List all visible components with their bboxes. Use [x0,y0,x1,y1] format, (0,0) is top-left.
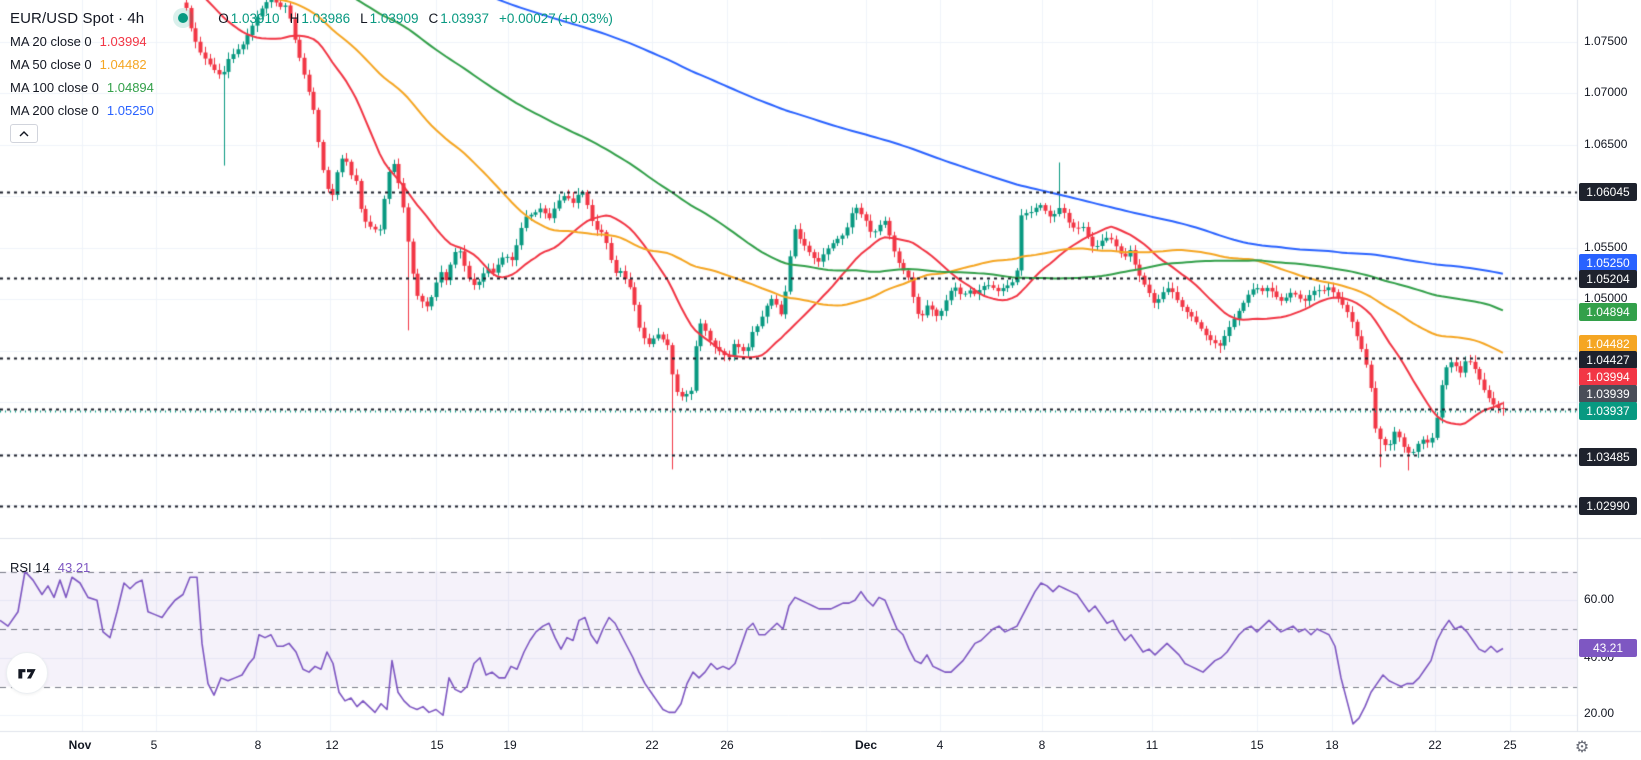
price-level-badge: 1.03994 [1579,368,1637,386]
high-value: 1.03986 [301,10,351,26]
ma20-value: 1.03994 [99,34,147,49]
rsi-label: RSI 14 [10,560,50,575]
date-label: 22 [645,738,659,752]
ma200-legend-row[interactable]: MA 200 close 0 1.05250 [10,99,613,122]
rsi-value: 43.21 [57,560,91,575]
change-percent: (+0.03%) [557,10,613,26]
date-label: 15 [430,738,444,752]
date-label: Dec [854,738,877,752]
tradingview-logo-icon [18,669,36,679]
price-level-badge: 1.03939 [1579,385,1637,403]
price-level-badge: 1.03937 [1579,402,1637,420]
ma200-value: 1.05250 [106,103,154,118]
price-level-badge: 1.02990 [1579,497,1637,515]
date-label: 8 [254,738,262,752]
ohlc-row: O 1.03910 H 1.03986 L 1.03909 C 1.03937 +0.0… [208,11,613,26]
ma20-legend-row[interactable]: MA 20 close 0 1.03994 [10,30,613,53]
date-label: 18 [1325,738,1339,752]
price-level-badge: 1.04482 [1579,335,1637,353]
date-label: 11 [1145,738,1159,752]
close-label: C [428,10,439,26]
price-level-badge: 1.03485 [1579,448,1637,466]
low-value: 1.03909 [369,10,419,26]
price-tick-label: 1.06500 [1584,137,1628,151]
ma50-value: 1.04482 [99,57,147,72]
price-level-badge: 1.04894 [1579,303,1637,321]
chart-legend: EUR/USD Spot · 4h O 1.03910 H 1.03986 L 1.0… [10,6,613,122]
price-tick-label: 1.05000 [1584,291,1628,305]
ma200-label: MA 200 close 0 [10,103,99,118]
high-label: H [289,10,300,26]
price-tick-label: 1.05500 [1584,240,1628,254]
market-status-dot [178,13,189,23]
price-level-badge: 1.04427 [1579,351,1637,369]
ma100-value: 1.04894 [106,80,154,95]
date-label: 26 [720,738,734,752]
settings-gear-icon[interactable]: ⚙ [1574,737,1590,756]
date-label: 5 [150,738,158,752]
date-label: 4 [936,738,944,752]
date-label: 15 [1250,738,1264,752]
price-level-badge: 1.06045 [1579,183,1637,201]
price-level-badge: 1.05204 [1579,270,1637,288]
date-label: 8 [1038,738,1046,752]
price-tick-label: 1.07500 [1584,34,1628,48]
date-label: 22 [1428,738,1442,752]
open-label: O [218,10,229,26]
ma100-label: MA 100 close 0 [10,80,99,95]
change-value: +0.00027 [499,10,556,26]
date-label: 19 [503,738,517,752]
open-value: 1.03910 [230,10,280,26]
ma50-legend-row[interactable]: MA 50 close 0 1.04482 [10,53,613,76]
date-label: 25 [1503,738,1517,752]
symbol-title[interactable]: EUR/USD Spot · 4h [10,9,145,27]
ma20-label: MA 20 close 0 [10,34,92,49]
price-tick-label: 1.07000 [1584,85,1628,99]
price-tick-label: 20.00 [1584,706,1615,720]
price-level-badge: 1.05250 [1579,254,1637,272]
collapse-legend-button[interactable] [10,124,38,143]
close-value: 1.03937 [440,10,490,26]
price-tick-label: 60.00 [1584,592,1615,606]
date-label: Nov [68,738,92,752]
price-level-badge: 43.21 [1579,639,1637,657]
date-label: 12 [325,738,339,752]
ma100-legend-row[interactable]: MA 100 close 0 1.04894 [10,76,613,99]
low-label: L [360,10,368,26]
chevron-up-icon [19,130,29,136]
tradingview-logo[interactable] [6,652,48,694]
ma50-label: MA 50 close 0 [10,57,92,72]
rsi-legend-row[interactable]: RSI 14 43.21 [10,560,90,575]
